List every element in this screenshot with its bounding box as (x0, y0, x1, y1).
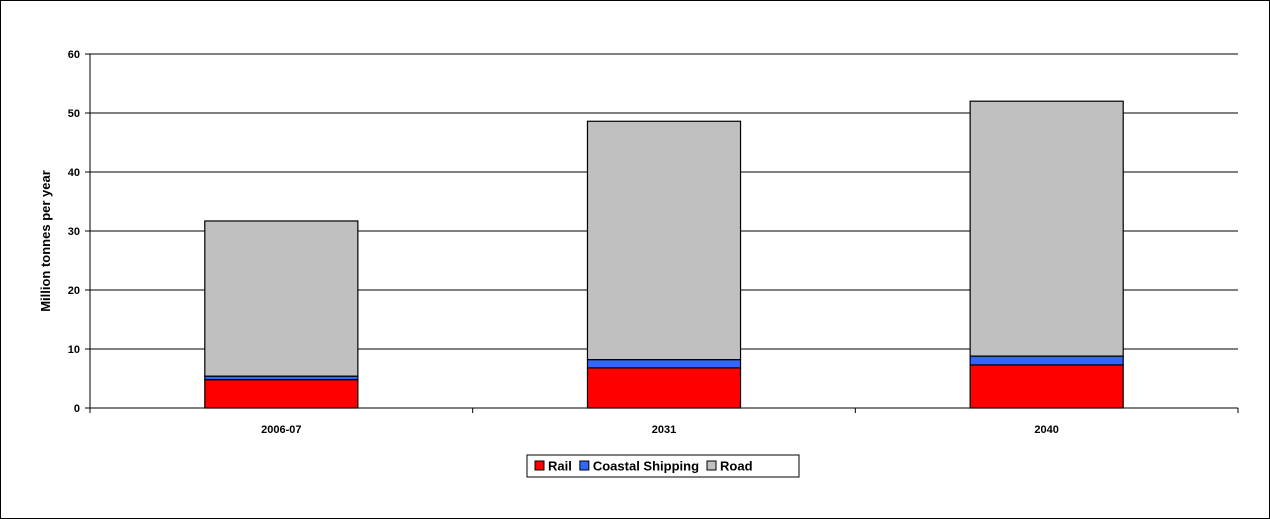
bar-rail (204, 379, 359, 409)
y-tick-label: 30 (68, 226, 80, 238)
bar-rail (586, 367, 742, 409)
bar-road (969, 100, 1124, 357)
x-tick-label: 2006-07 (261, 424, 301, 436)
legend-swatch (706, 460, 717, 471)
y-tick-label: 10 (68, 344, 80, 356)
y-tick-labels: 0 10 20 30 40 50 60 (68, 49, 80, 415)
legend-label: Rail (548, 459, 572, 474)
legend-swatch (534, 460, 545, 471)
y-tick-label: 0 (74, 403, 80, 415)
x-tick-labels: 2006-07 2031 2040 (261, 424, 1059, 436)
x-tick-label: 2040 (1034, 424, 1058, 436)
legend-label: Coastal Shipping (593, 459, 699, 474)
bar-rail (969, 364, 1124, 409)
legend: Rail Coastal Shipping Road (526, 454, 800, 478)
y-tick-label: 50 (68, 108, 80, 120)
legend-box (526, 454, 800, 478)
x-tick-label: 2031 (652, 424, 676, 436)
y-axis-title: Million tonnes per year (38, 170, 53, 312)
legend-swatch (579, 460, 590, 471)
y-tick-label: 40 (68, 167, 80, 179)
bar-road (204, 220, 359, 377)
bar-road (586, 120, 742, 361)
bar-coastal-shipping (969, 355, 1124, 366)
axes (85, 53, 1239, 413)
y-tick-label: 60 (68, 49, 80, 61)
y-tick-label: 20 (68, 285, 80, 297)
bars (204, 100, 1124, 409)
legend-label: Road (720, 459, 753, 474)
bar-coastal-shipping (586, 359, 742, 369)
